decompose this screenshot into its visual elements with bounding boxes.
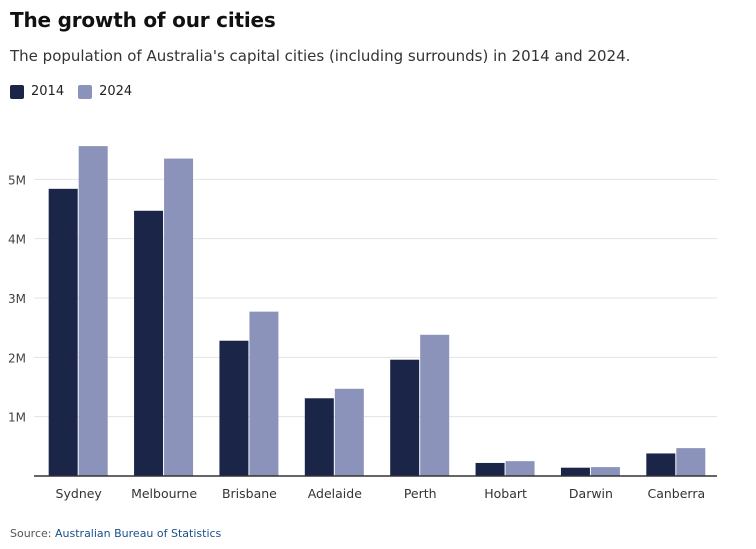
legend-item-2014: 2014 bbox=[10, 84, 64, 99]
bar-2024-darwin bbox=[590, 467, 620, 476]
y-tick-label: 4M bbox=[8, 233, 26, 247]
bar-2024-brisbane bbox=[249, 311, 279, 476]
bar-2024-hobart bbox=[505, 461, 535, 476]
source-label: Source: bbox=[10, 527, 52, 540]
bar-2014-darwin bbox=[560, 467, 590, 476]
bar-2024-sydney bbox=[78, 146, 108, 476]
legend-swatch-2014 bbox=[10, 84, 24, 99]
bar-2024-perth bbox=[420, 334, 450, 476]
x-tick-label: Brisbane bbox=[222, 486, 277, 501]
bar-2014-perth bbox=[390, 359, 420, 476]
legend-swatch-2024 bbox=[78, 84, 93, 99]
legend-item-2024: 2024 bbox=[78, 84, 132, 99]
bar-2014-canberra bbox=[646, 453, 676, 476]
legend-label-2024: 2024 bbox=[99, 84, 133, 99]
bar-2014-hobart bbox=[475, 462, 505, 476]
chart-subtitle: The population of Australia's capital ci… bbox=[10, 47, 631, 65]
bar-2014-adelaide bbox=[304, 398, 334, 476]
chart-title: The growth of our cities bbox=[10, 8, 276, 32]
y-tick-label: 3M bbox=[8, 292, 26, 306]
source-link[interactable]: Australian Bureau of Statistics bbox=[55, 527, 222, 540]
bar-2024-melbourne bbox=[164, 158, 194, 477]
x-tick-label: Adelaide bbox=[308, 486, 362, 501]
bar-2014-melbourne bbox=[134, 210, 164, 476]
x-tick-label: Perth bbox=[404, 486, 437, 501]
legend: 2014 2024 bbox=[10, 84, 146, 99]
y-tick-label: 2M bbox=[8, 351, 26, 365]
y-tick-label: 5M bbox=[8, 173, 26, 187]
bar-2024-canberra bbox=[676, 448, 706, 476]
legend-label-2014: 2014 bbox=[31, 84, 65, 99]
bar-2014-brisbane bbox=[219, 340, 249, 476]
x-tick-label: Darwin bbox=[569, 486, 613, 501]
x-tick-label: Canberra bbox=[647, 486, 705, 501]
source-note: Source: Australian Bureau of Statistics bbox=[10, 527, 221, 540]
x-tick-label: Sydney bbox=[56, 486, 103, 501]
x-tick-label: Hobart bbox=[484, 486, 527, 501]
bar-2014-sydney bbox=[48, 188, 78, 476]
y-tick-label: 1M bbox=[8, 411, 26, 425]
x-tick-label: Melbourne bbox=[131, 486, 197, 501]
bar-2024-adelaide bbox=[334, 388, 364, 476]
